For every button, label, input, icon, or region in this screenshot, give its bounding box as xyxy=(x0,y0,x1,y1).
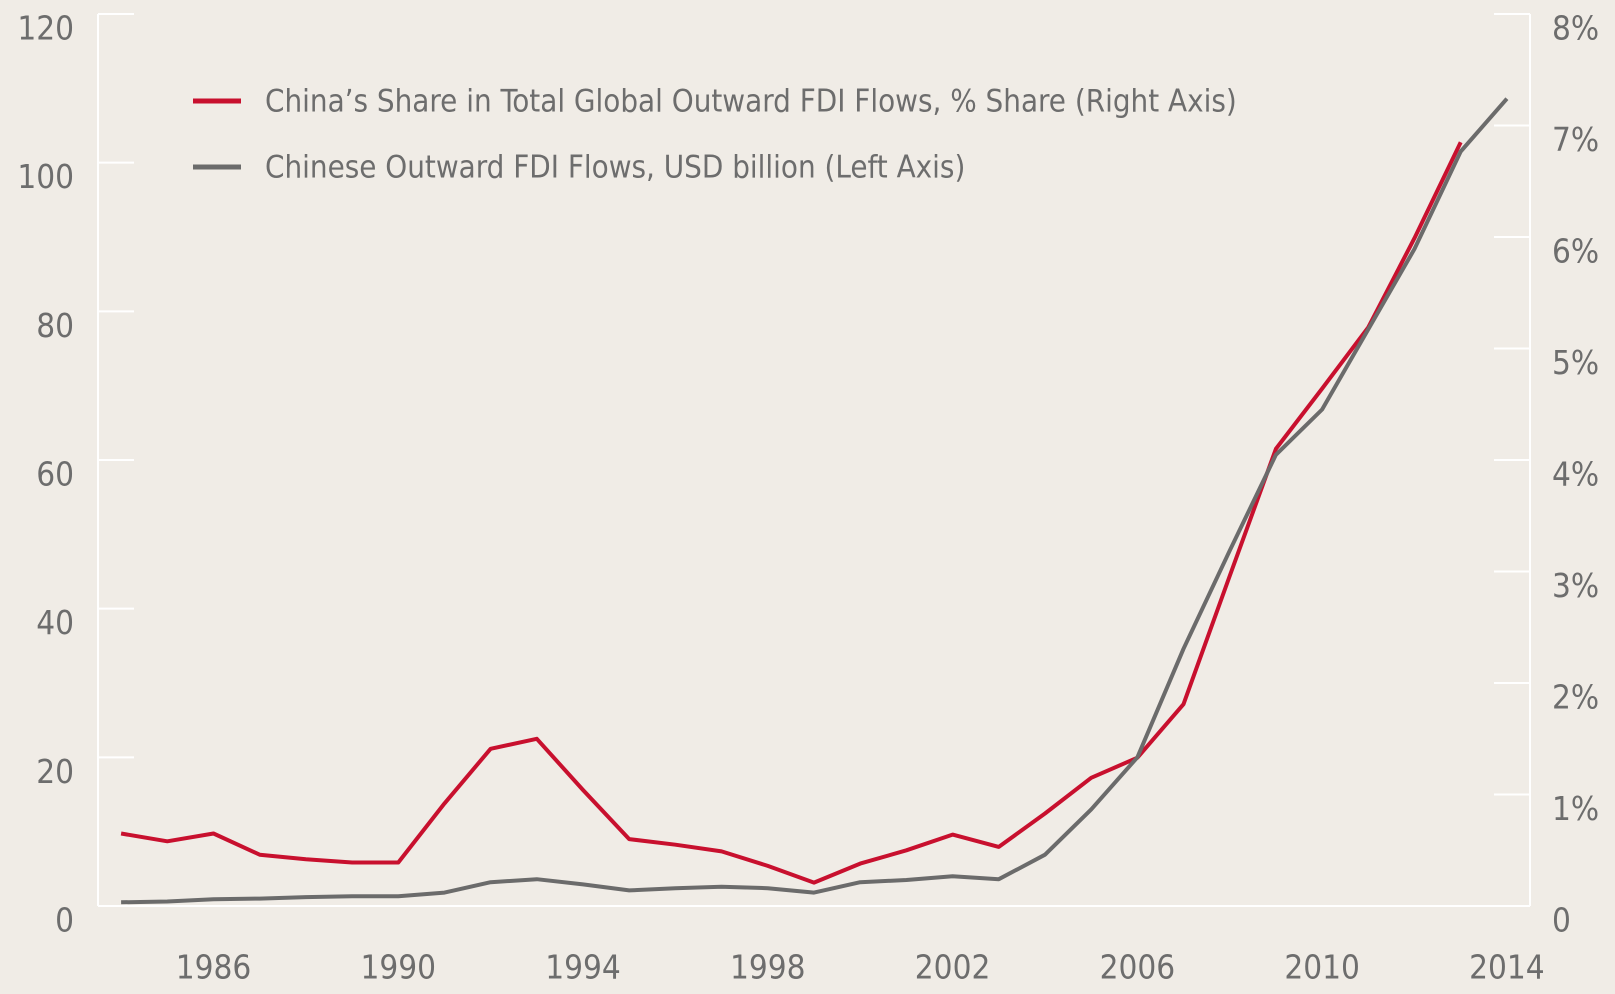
y-tick-label: 80 xyxy=(36,306,74,345)
x-tick-label: 1998 xyxy=(730,948,806,987)
y-tick-label: 0 xyxy=(55,901,74,940)
x-tick-label: 1990 xyxy=(360,948,436,987)
legend-label: Chinese Outward FDI Flows, USD billion (… xyxy=(265,150,965,186)
y-tick-label: 20 xyxy=(36,752,74,791)
y-tick-label: 60 xyxy=(36,455,74,494)
y-tick-label: 100 xyxy=(17,157,74,196)
y2-tick-label: 3% xyxy=(1552,566,1599,605)
y2-tick-label: 0 xyxy=(1552,901,1571,940)
y-tick-label: 40 xyxy=(36,603,74,642)
x-tick-label: 2002 xyxy=(915,948,991,987)
y2-tick-label: 5% xyxy=(1552,343,1599,382)
series-line xyxy=(121,97,1509,905)
y2-tick-label: 2% xyxy=(1552,678,1599,717)
y2-tick-label: 8% xyxy=(1552,9,1599,48)
y2-tick-label: 7% xyxy=(1552,120,1599,159)
x-tick-label: 1986 xyxy=(176,948,252,987)
x-tick-label: 2010 xyxy=(1284,948,1360,987)
y2-tick-label: 6% xyxy=(1552,232,1599,271)
x-tick-label: 1994 xyxy=(545,948,621,987)
x-tick-label: 2006 xyxy=(1100,948,1176,987)
legend-label: China’s Share in Total Global Outward FD… xyxy=(265,84,1237,120)
y2-tick-label: 1% xyxy=(1552,789,1599,828)
y-tick-label: 120 xyxy=(17,9,74,48)
x-tick-label: 2014 xyxy=(1469,948,1545,987)
series-line xyxy=(120,141,1463,885)
y2-tick-label: 4% xyxy=(1552,455,1599,494)
